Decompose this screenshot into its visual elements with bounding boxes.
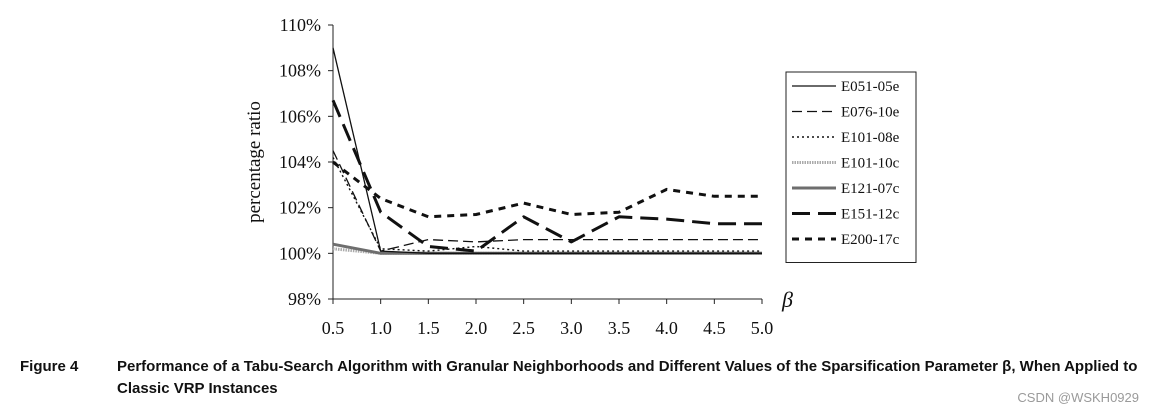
y-tick-label: 106% — [279, 106, 321, 126]
x-tick-label: 1.0 — [369, 318, 392, 338]
x-tick-label: 5.0 — [751, 318, 774, 338]
series-layer — [331, 47, 762, 255]
x-tick-label: 2.5 — [512, 318, 535, 338]
series-line-e200-17c — [332, 160, 762, 219]
chart-axes — [328, 24, 763, 304]
x-tick-labels: 0.5 1.0 1.5 2.0 2.5 3.0 3.5 4.0 4.5 5.0 — [322, 318, 774, 338]
figure-caption-text: Performance of a Tabu-Search Algorithm w… — [117, 358, 1138, 397]
x-axis-title: β — [781, 287, 793, 312]
x-tick-label: 3.5 — [608, 318, 631, 338]
legend-label: E051-05e — [841, 79, 900, 95]
line-chart: 98% 100% 102% 104% 106% 108% 110% 0.5 1.0 1.5 2.0… — [244, 15, 917, 338]
legend-label: E101-10c — [841, 156, 900, 172]
y-tick-label: 100% — [279, 243, 321, 263]
legend-box — [785, 71, 917, 263]
legend-label: E200-17c — [841, 232, 900, 248]
y-tick-label: 104% — [279, 152, 321, 172]
y-tick-label: 102% — [279, 198, 321, 218]
x-tick-label: 0.5 — [322, 318, 345, 338]
series-line-e076-10e — [332, 150, 762, 252]
y-axis-title: percentage ratio — [244, 101, 265, 223]
y-tick-label: 98% — [288, 289, 321, 309]
y-tick-label: 108% — [279, 61, 321, 81]
y-tick-labels: 98% 100% 102% 104% 106% 108% 110% — [279, 15, 321, 309]
x-tick-label: 2.0 — [465, 318, 488, 338]
y-tick-label: 110% — [280, 15, 321, 35]
watermark: CSDN @WSKH0929 — [1017, 390, 1139, 405]
figure-label: Figure 4 — [20, 358, 79, 375]
series-line-e151-12c — [331, 99, 762, 253]
legend: E051-05e E076-10e E101-08e E101-10c E121-07c… — [785, 71, 917, 263]
x-tick-label: 4.5 — [703, 318, 726, 338]
x-tick-label: 1.5 — [417, 318, 440, 338]
series-line-e101-08e — [332, 157, 762, 252]
legend-label: E151-12c — [841, 207, 900, 223]
legend-label: E076-10e — [841, 105, 900, 121]
legend-label: E101-08e — [841, 130, 900, 146]
x-tick-label: 4.0 — [655, 318, 678, 338]
series-line-e051-05e — [332, 47, 762, 254]
legend-label: E121-07c — [841, 181, 900, 197]
x-tick-label: 3.0 — [560, 318, 583, 338]
